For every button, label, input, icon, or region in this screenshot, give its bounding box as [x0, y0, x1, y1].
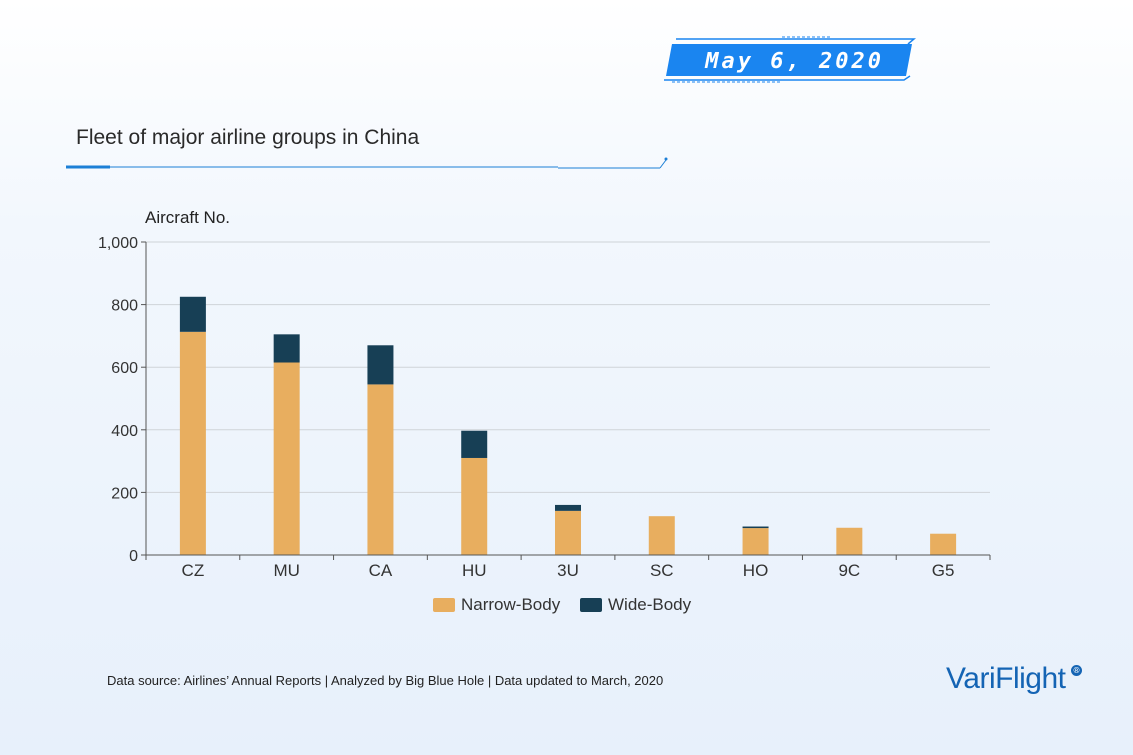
x-tick-label: 3U: [557, 561, 579, 580]
y-tick-label: 600: [111, 360, 138, 377]
x-tick-label: HU: [462, 561, 487, 580]
y-tick-label: 1,000: [98, 235, 138, 252]
bar-wide-body: [273, 334, 300, 363]
legend-wide-label: Wide-Body: [608, 595, 692, 614]
chart-title: Fleet of major airline groups in China: [76, 126, 420, 149]
legend-narrow-label: Narrow-Body: [461, 595, 561, 614]
bar-narrow-body: [742, 528, 769, 555]
legend-narrow-body: Narrow-Body: [433, 595, 560, 615]
y-tick-label: 800: [111, 298, 138, 315]
y-tick-label: 0: [129, 548, 138, 565]
y-axis-label: Aircraft No.: [145, 208, 230, 227]
bar-narrow-body: [836, 527, 863, 555]
legend-wide-body: Wide-Body: [580, 595, 691, 615]
bar-narrow-body: [930, 533, 957, 555]
x-tick-label: 9C: [838, 561, 860, 580]
x-tick-label: CA: [369, 561, 393, 580]
registered-mark: ®: [1071, 665, 1082, 676]
legend-narrow-swatch: [433, 598, 455, 612]
date-label: May 6, 2020: [705, 48, 884, 74]
bar-wide-body: [179, 296, 206, 332]
x-tick-label: G5: [932, 561, 955, 580]
bar-wide-body: [367, 345, 394, 385]
variflight-logo: VariFlight: [946, 662, 1066, 695]
bar-narrow-body: [273, 362, 300, 555]
bar-narrow-body: [179, 331, 206, 555]
bar-wide-body: [742, 526, 769, 529]
y-tick-label: 200: [111, 485, 138, 502]
x-tick-label: HO: [743, 561, 769, 580]
y-tick-label: 400: [111, 423, 138, 440]
legend-wide-swatch: [580, 598, 602, 612]
data-source-note: Data source: Airlines’ Annual Reports | …: [107, 673, 664, 688]
bar-narrow-body: [648, 516, 675, 555]
bar-narrow-body: [555, 510, 581, 555]
x-tick-label: SC: [650, 561, 674, 580]
x-tick-label: MU: [273, 561, 299, 580]
x-tick-label: CZ: [182, 561, 205, 580]
bar-wide-body: [555, 504, 581, 511]
date-badge: [664, 36, 916, 83]
bar-narrow-body: [367, 384, 394, 555]
bar-narrow-body: [461, 457, 488, 555]
title-underline: [66, 157, 668, 169]
bar-wide-body: [461, 430, 488, 458]
